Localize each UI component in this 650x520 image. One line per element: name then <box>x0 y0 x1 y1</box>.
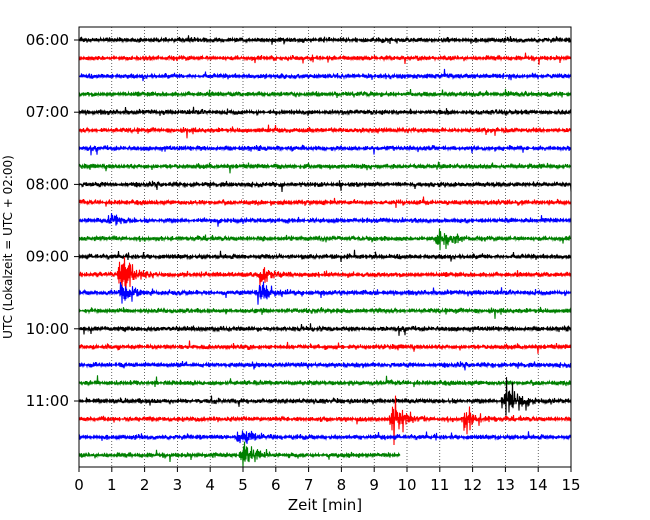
x-tick-label: 10 <box>397 476 416 494</box>
seismic-trace-0945 <box>78 306 572 319</box>
seismic-trace-1115 <box>78 395 572 446</box>
y-tick-label: 08:00 <box>26 175 69 193</box>
seismic-trace-0630 <box>78 68 572 82</box>
x-tick-label: 0 <box>74 476 84 494</box>
seismic-trace-0815 <box>78 196 572 208</box>
seismic-trace-0930 <box>78 281 572 305</box>
seismic-trace-0730 <box>78 144 572 156</box>
x-ticks: 0 1 2 3 4 5 6 7 8 9 10 11 12 13 14 15 <box>74 467 581 494</box>
x-tick-label: 4 <box>205 476 215 494</box>
x-tick-label: 1 <box>107 476 117 494</box>
x-tick-label: 8 <box>337 476 347 494</box>
seismic-trace-0745 <box>78 161 572 174</box>
y-tick-label: 06:00 <box>26 31 69 49</box>
x-tick-label: 9 <box>369 476 379 494</box>
x-tick-label: 13 <box>496 476 515 494</box>
plot-frame <box>78 26 572 468</box>
seismic-trace-1045 <box>78 375 572 388</box>
x-tick-label: 14 <box>529 476 548 494</box>
trace-layer <box>78 35 572 467</box>
x-tick-label: 7 <box>304 476 314 494</box>
seismic-trace-0615 <box>78 52 572 65</box>
seismic-trace-0600 <box>78 35 572 45</box>
x-tick-label: 11 <box>430 476 449 494</box>
seismic-trace-0900 <box>78 249 572 262</box>
y-tick-label: 11:00 <box>26 392 69 410</box>
seismic-trace-1030 <box>78 361 572 371</box>
x-tick-label: 2 <box>140 476 150 494</box>
seismic-trace-1000 <box>78 323 572 336</box>
seismic-trace-1015 <box>78 340 572 354</box>
seismic-trace-0915 <box>78 256 572 292</box>
seismic-trace-0830 <box>78 213 572 227</box>
x-tick-label: 6 <box>271 476 281 494</box>
seismic-trace-1130 <box>78 430 572 444</box>
x-tick-label: 3 <box>173 476 183 494</box>
seismic-trace-0715 <box>78 124 572 139</box>
seismic-trace-0800 <box>78 180 572 193</box>
x-tick-label: 15 <box>561 476 580 494</box>
y-ticks: 06:00 07:00 08:00 09:00 10:00 11:00 <box>26 31 79 410</box>
y-axis-label: UTC (Lokalzeit = UTC + 02:00) <box>1 155 15 339</box>
y-tick-label: 07:00 <box>26 103 69 121</box>
seismic-trace-1100 <box>78 377 572 416</box>
x-tick-label: 5 <box>238 476 248 494</box>
seismic-trace-0845 <box>78 228 572 251</box>
y-tick-label: 09:00 <box>26 248 69 266</box>
seismic-trace-0700 <box>78 106 572 117</box>
y-tick-label: 10:00 <box>26 320 69 338</box>
x-tick-label: 12 <box>463 476 482 494</box>
grid-layer <box>111 27 539 467</box>
x-axis-label: Zeit [min] <box>288 496 362 514</box>
seismic-trace-1145 <box>78 441 401 467</box>
seismic-trace-0645 <box>78 88 572 98</box>
